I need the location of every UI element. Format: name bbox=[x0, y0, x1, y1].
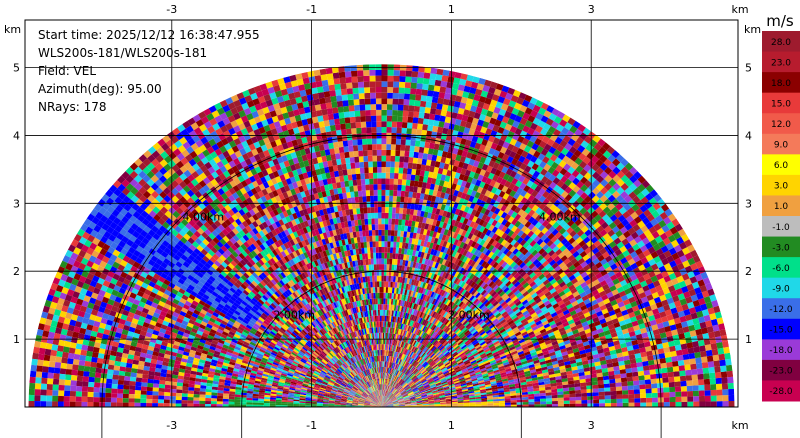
colorbar-tick-label: 15.0 bbox=[771, 99, 791, 109]
colorbar-tick-label: -15.0 bbox=[769, 326, 793, 336]
x-axis-unit: km bbox=[731, 3, 748, 16]
colorbar-tick-label: 3.0 bbox=[774, 182, 789, 192]
x-tick-label-bottom: -1 bbox=[306, 419, 317, 432]
colorbar-swatch bbox=[762, 257, 800, 279]
colorbar-swatch bbox=[762, 133, 800, 155]
colorbar-swatch bbox=[762, 339, 800, 361]
colorbar-swatch bbox=[762, 72, 800, 94]
y-tick-label-right: 2 bbox=[745, 265, 752, 278]
colorbar-tick-label: -1.0 bbox=[772, 223, 790, 233]
x-tick-label-top: 1 bbox=[448, 3, 455, 16]
colorbar-swatch bbox=[762, 174, 800, 196]
y-tick-label-right: 4 bbox=[745, 129, 752, 142]
colorbar-tick-label: 23.0 bbox=[771, 58, 791, 68]
colorbar-swatch bbox=[762, 277, 800, 299]
colorbar-tick-label: 28.0 bbox=[771, 38, 791, 48]
x-tick-label-bottom: -3 bbox=[166, 419, 177, 432]
colorbar-swatch bbox=[762, 31, 800, 53]
velocity-field bbox=[28, 64, 735, 407]
colorbar-tick-label: -12.0 bbox=[769, 305, 793, 315]
y-axis-unit: km bbox=[744, 23, 761, 36]
colorbar-swatch bbox=[762, 154, 800, 176]
colorbar-tick-label: 12.0 bbox=[771, 120, 791, 130]
colorbar-unit: m/s bbox=[766, 12, 794, 30]
colorbar-tick-label: -28.0 bbox=[769, 387, 793, 397]
colorbar-tick-label: -6.0 bbox=[772, 264, 790, 274]
colorbar-tick-label: -18.0 bbox=[769, 346, 793, 356]
scan-info: Start time: 2025/12/12 16:38:47.955 WLS2… bbox=[38, 26, 260, 116]
range-rings: 2.00km 2.00km 4.00km 4.00km bbox=[101, 135, 662, 438]
colorbar-swatch bbox=[762, 298, 800, 320]
azimuth-label: Azimuth(deg): 95.00 bbox=[38, 82, 162, 96]
y-axis-unit: km bbox=[4, 23, 21, 36]
x-axis-unit: km bbox=[731, 419, 748, 432]
x-tick-label-top: 3 bbox=[588, 3, 595, 16]
y-tick-label-right: 1 bbox=[745, 333, 752, 346]
range-ring-label: 4.00km bbox=[539, 210, 581, 223]
y-tick-label-left: 1 bbox=[13, 333, 20, 346]
range-ring bbox=[241, 270, 522, 438]
colorbar-tick-label: -9.0 bbox=[772, 284, 790, 294]
field-label: Field: VEL bbox=[38, 64, 97, 78]
x-tick-label-top: -3 bbox=[166, 3, 177, 16]
y-tick-label-right: 5 bbox=[745, 62, 752, 75]
start-time-label: Start time: 2025/12/12 16:38:47.955 bbox=[38, 28, 260, 42]
colorbar-swatch bbox=[762, 380, 800, 402]
y-tick-label-left: 3 bbox=[13, 197, 20, 210]
colorbar-swatch bbox=[762, 195, 800, 217]
y-tick-label-left: 5 bbox=[13, 62, 20, 75]
colorbar-swatch bbox=[762, 359, 800, 381]
colorbar-tick-label: 9.0 bbox=[774, 141, 789, 151]
colorbar-tick-label: 1.0 bbox=[774, 202, 789, 212]
colorbar-tick-label: -3.0 bbox=[772, 243, 790, 253]
x-tick-label-bottom: 3 bbox=[588, 419, 595, 432]
axis-ticks: -3 -3 -1 -1 1 1 3 3 1 1 2 2 3 3 4 4 5 5 km km km km bbox=[4, 3, 761, 432]
colorbar-swatch bbox=[762, 51, 800, 73]
range-ring-label: 2.00km bbox=[273, 309, 315, 322]
colorbar-swatch bbox=[762, 92, 800, 114]
x-tick-label-bottom: 1 bbox=[448, 419, 455, 432]
colorbar-swatch bbox=[762, 216, 800, 238]
colorbar-swatch bbox=[762, 318, 800, 340]
instrument-label: WLS200s-181/WLS200s-181 bbox=[38, 46, 208, 60]
range-ring bbox=[101, 135, 662, 438]
colorbar-swatch bbox=[762, 113, 800, 135]
colorbar-tick-label: 18.0 bbox=[771, 79, 791, 89]
colorbar-swatch bbox=[762, 236, 800, 258]
nrays-label: NRays: 178 bbox=[38, 100, 107, 114]
x-tick-label-top: -1 bbox=[306, 3, 317, 16]
colorbar-tick-label: -23.0 bbox=[769, 367, 793, 377]
plot-frame bbox=[24, 19, 739, 408]
range-ring-label: 2.00km bbox=[448, 309, 490, 322]
range-ring-label: 4.00km bbox=[182, 210, 224, 223]
colorbar-tick-label: 6.0 bbox=[774, 161, 789, 171]
y-tick-label-left: 2 bbox=[13, 265, 20, 278]
colorbar: m/s 28.0 23.0 18.0 15.0 12.0 9.0 6.0 3.0 1.0 -1.0 -… bbox=[762, 12, 800, 402]
y-tick-label-left: 4 bbox=[13, 129, 20, 142]
y-tick-label-right: 3 bbox=[745, 197, 752, 210]
